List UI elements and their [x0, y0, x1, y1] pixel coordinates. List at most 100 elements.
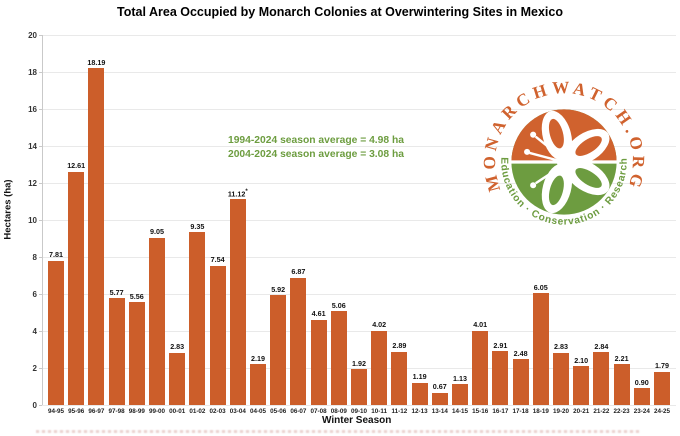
x-tick-label: 18-19 [532, 408, 549, 415]
bar-value-label: 5.77 [109, 287, 124, 297]
y-tick-label: 16 [28, 104, 37, 114]
bar-value-label: 2.89 [392, 341, 407, 351]
bar-24-25 [654, 371, 670, 405]
bar-21-22 [593, 352, 610, 405]
bar-value-label: 2.83 [170, 342, 185, 352]
gridline [42, 183, 676, 184]
bar-value-label: 7.81 [49, 250, 63, 259]
bar-18-19 [532, 293, 549, 405]
x-tick-label: 96-97 [88, 408, 105, 415]
gridline [42, 72, 676, 73]
bar-98-99 [128, 302, 145, 405]
gridline [42, 146, 676, 147]
gridline [42, 35, 676, 36]
y-tick-label: 8 [32, 252, 37, 262]
gridline [42, 220, 676, 221]
y-tick-label: 6 [32, 289, 37, 299]
bar-value-label: 2.21 [614, 353, 629, 363]
y-axis-tick [39, 368, 42, 369]
bar-04-05 [250, 364, 266, 405]
bar-97-98 [108, 298, 125, 405]
butterfly-icon [524, 110, 610, 214]
bar-value-label: 1.19 [412, 372, 427, 382]
x-tick-label: 20-21 [573, 408, 590, 415]
bar-16-17 [492, 351, 509, 405]
y-tick-label: 4 [32, 326, 37, 336]
y-axis-tick [39, 405, 42, 406]
bar-value-label: 5.06 [331, 300, 346, 310]
bar-value-label: 18.19 [87, 57, 106, 67]
x-tick-label: 98-99 [128, 408, 145, 415]
x-tick-label: 12-13 [411, 408, 428, 415]
x-tick-label: 17-18 [512, 408, 529, 415]
y-tick-label: 10 [28, 215, 37, 225]
x-tick-label: 16-17 [492, 408, 509, 415]
bar-95-96 [68, 171, 85, 405]
bar-96-97 [88, 68, 105, 405]
bar-13-14 [431, 392, 448, 405]
bar-00-01 [169, 352, 186, 405]
bar-value-label: 12.61 [67, 161, 86, 171]
x-tick-label: 09-10 [350, 408, 368, 415]
x-tick-label: 22-23 [613, 408, 630, 415]
bar-10-11 [371, 330, 388, 405]
bar-17-18 [512, 359, 529, 405]
bar-value-label: 1.92 [352, 358, 366, 368]
x-axis-title: Winter Season [322, 415, 392, 426]
bar-value-label: 4.61 [311, 309, 326, 319]
y-axis-tick [39, 35, 42, 36]
bar-value-label: 2.83 [554, 342, 568, 352]
x-tick-label: 01-02 [189, 408, 206, 415]
bar-value-label: 2.10 [574, 355, 589, 365]
x-tick-label: 24-25 [653, 408, 671, 415]
bar-02-03 [209, 265, 226, 405]
x-tick-label: 99-00 [148, 408, 166, 415]
x-tick-label: 15-16 [472, 408, 489, 415]
x-tick-label: 94-95 [47, 408, 65, 415]
blurred-fine-print [36, 430, 640, 433]
bar-09-10 [351, 369, 367, 405]
bar-14-15 [452, 384, 468, 405]
y-axis-line [42, 35, 43, 405]
y-axis-tick [39, 72, 42, 73]
x-tick-label: 02-03 [209, 408, 226, 415]
bar-99-00 [149, 237, 165, 405]
x-tick-label: 14-15 [451, 408, 469, 415]
bar-value-label: 1.13 [453, 373, 467, 383]
y-axis-tick [39, 257, 42, 258]
y-tick-label: 0 [32, 400, 37, 410]
y-axis-tick [39, 331, 42, 332]
y-tick-label: 12 [28, 178, 37, 188]
bar-12-13 [411, 382, 428, 405]
bar-20-21 [573, 366, 590, 405]
x-tick-label: 95-96 [68, 408, 85, 415]
y-tick-label: 2 [32, 363, 37, 373]
gridline [42, 331, 676, 332]
y-tick-label: 14 [28, 141, 37, 151]
bar-value-label: 4.02 [372, 320, 387, 330]
gridline [42, 368, 676, 369]
bar-value-label: 11.12* [227, 188, 248, 199]
x-tick-label: 13-14 [431, 408, 448, 415]
bar-03-04 [229, 199, 246, 405]
bar-value-label: 2.84 [594, 341, 609, 351]
y-tick-label: 20 [28, 30, 37, 40]
annotation-line-2: 2004-2024 season average = 3.08 ha [227, 148, 405, 160]
gridline [42, 294, 676, 295]
chart-title: Total Area Occupied by Monarch Colonies … [117, 5, 563, 19]
bar-value-label: 2.91 [493, 340, 508, 350]
x-tick-label: 23-24 [633, 408, 650, 415]
x-tick-label: 06-07 [290, 408, 307, 415]
bar-94-95 [48, 260, 64, 405]
y-axis-tick [39, 183, 42, 184]
y-axis-tick [39, 146, 42, 147]
bar-value-label: 2.19 [251, 353, 265, 363]
gridline [42, 109, 676, 110]
x-tick-label: 10-11 [371, 408, 388, 415]
x-tick-label: 11-12 [391, 408, 408, 415]
butterfly-antennae [524, 131, 563, 189]
y-tick-label: 18 [28, 67, 37, 77]
x-tick-label: 03-04 [229, 408, 246, 415]
bar-01-02 [189, 232, 206, 405]
